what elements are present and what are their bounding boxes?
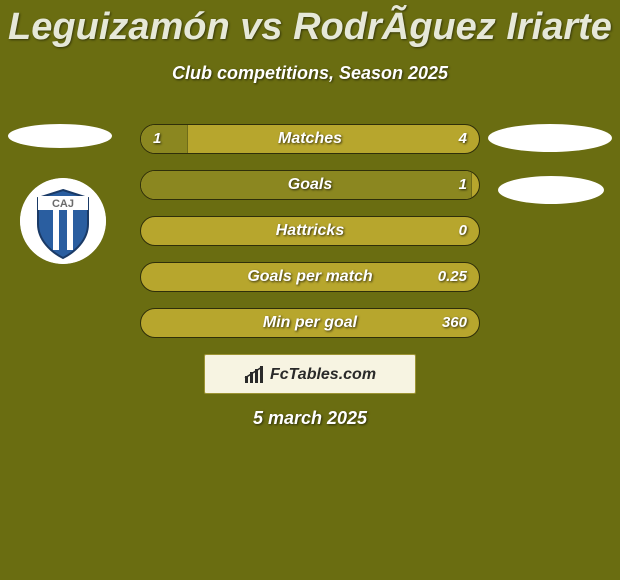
stat-value-right: 360: [442, 309, 467, 337]
stat-row: Hattricks0: [140, 216, 480, 246]
decor-ellipse: [498, 176, 604, 204]
stat-value-right: 0: [459, 217, 467, 245]
stat-value-right: 0.25: [438, 263, 467, 291]
stat-bar-list: Matches14Goals1Hattricks0Goals per match…: [140, 124, 480, 354]
stat-value-left: 1: [153, 125, 161, 153]
svg-text:CAJ: CAJ: [52, 198, 74, 210]
stat-label: Goals: [141, 171, 479, 199]
stat-row: Goals1: [140, 170, 480, 200]
stat-label: Min per goal: [141, 309, 479, 337]
stat-label: Hattricks: [141, 217, 479, 245]
page-title: Leguizamón vs RodrÃ­guez Iriarte: [0, 0, 620, 49]
stat-row: Goals per match0.25: [140, 262, 480, 292]
comparison-date: 5 march 2025: [0, 408, 620, 429]
stat-label: Matches: [141, 125, 479, 153]
stat-label: Goals per match: [141, 263, 479, 291]
decor-ellipse: [8, 124, 112, 148]
stat-value-right: 1: [459, 171, 467, 199]
page-subtitle: Club competitions, Season 2025: [0, 63, 620, 84]
decor-ellipse: [488, 124, 612, 152]
club-logo-left: CAJ: [20, 178, 106, 264]
stat-row: Matches1 4: [140, 124, 480, 154]
brand-text: FcTables.com: [270, 355, 376, 395]
stat-row: Min per goal360: [140, 308, 480, 338]
stat-value-right: 4: [459, 125, 467, 153]
bar-chart-icon: [244, 366, 266, 384]
brand-box[interactable]: FcTables.com: [204, 354, 416, 394]
